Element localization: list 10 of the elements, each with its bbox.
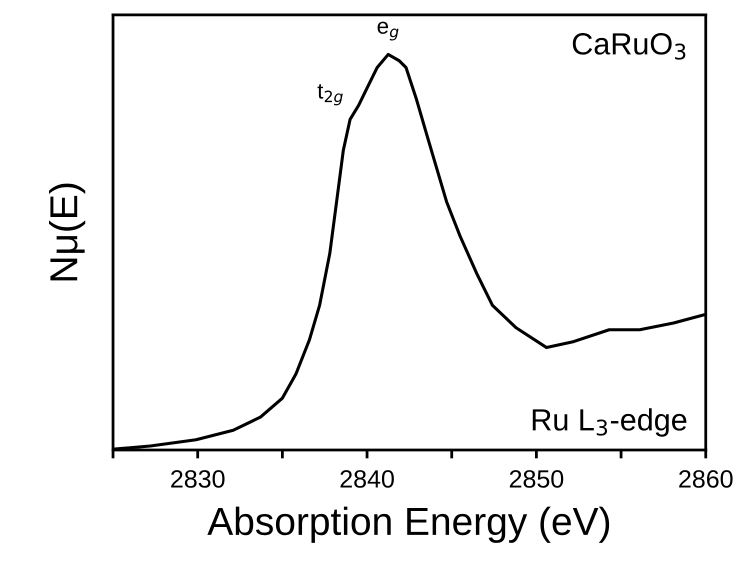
- annotation: t$_{2g}$: [318, 84, 343, 106]
- y-axis-title: Nμ(E): [48, 184, 86, 280]
- x-tick-label: 2830: [171, 470, 225, 488]
- x-tick-label: 2840: [340, 470, 394, 488]
- x-tick-label: 2860: [679, 470, 733, 488]
- annotation: CaRuO$_{3}$: [572, 33, 686, 60]
- annotation: Ru L$_{3}$-edge: [532, 408, 686, 437]
- annotation: e$_{g}$: [378, 22, 399, 40]
- x-tick-label: 2850: [510, 470, 564, 488]
- x-axis-title: Absorption Energy (eV): [207, 506, 610, 543]
